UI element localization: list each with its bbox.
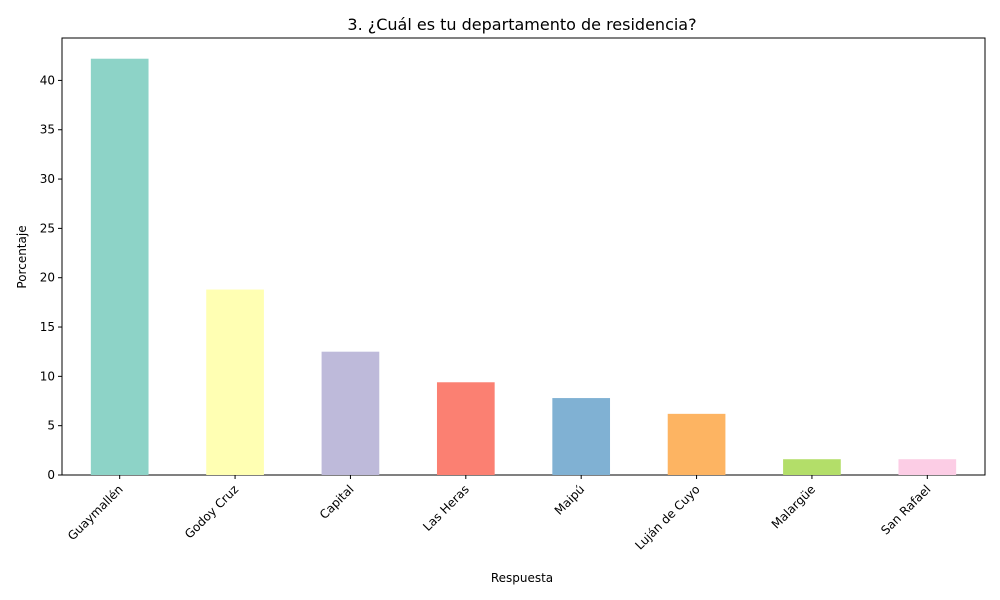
x-tick-label: Godoy Cruz: [182, 482, 241, 541]
y-axis: 0 5 10 15 20 25 30 35 40: [40, 73, 62, 482]
bar-guaymallén: [90, 58, 149, 475]
chart-title: 3. ¿Cuál es tu departamento de residenci…: [347, 15, 696, 34]
x-tick-label: Luján de Cuyo: [632, 482, 702, 552]
y-tick-label: 40: [40, 73, 55, 87]
y-axis-label: Porcentaje: [15, 225, 29, 288]
plot-area: [61, 37, 986, 476]
x-tick-label: Malargüe: [769, 482, 818, 531]
x-tick-label: Las Heras: [420, 482, 472, 534]
x-axis: Guaymallén Godoy Cruz Capital Las Heras Maip…: [65, 475, 933, 553]
bar-luján-de-cuyo: [667, 413, 726, 475]
y-tick-label: 10: [40, 369, 55, 383]
y-tick-label: 20: [40, 271, 55, 285]
bar-malargüe: [783, 459, 841, 475]
bar-las-heras: [436, 382, 495, 475]
plot-frame: [61, 37, 986, 476]
x-axis-label: Respuesta: [491, 571, 553, 585]
x-tick-label: Guaymallén: [65, 482, 126, 543]
bar-godoy-cruz: [206, 289, 264, 475]
bar-san-rafael: [898, 459, 957, 475]
y-tick-label: 30: [40, 172, 55, 186]
y-tick-label: 25: [40, 221, 55, 235]
y-tick-label: 15: [40, 320, 55, 334]
bar-maipú: [552, 398, 611, 475]
bar-capital: [321, 351, 380, 475]
x-tick-label: San Rafael: [878, 482, 933, 537]
y-tick-label: 0: [47, 468, 55, 482]
bars-group: [90, 58, 957, 475]
y-tick-label: 35: [40, 123, 55, 137]
x-tick-label: Capital: [317, 482, 357, 522]
y-tick-label: 5: [47, 419, 55, 433]
x-tick-label: Maipú: [552, 482, 588, 518]
